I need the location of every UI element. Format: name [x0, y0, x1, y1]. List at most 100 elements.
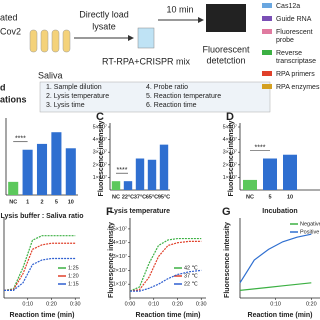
arrow-head: [198, 17, 204, 23]
series-line: [4, 257, 76, 291]
legend-icon: [262, 71, 272, 76]
step: 2. Lysis temperature: [46, 93, 109, 100]
x-tick-label: 0:30: [70, 301, 81, 307]
legend-text: Positive: [300, 229, 319, 235]
y-tick-label: 1×10⁷: [113, 281, 127, 288]
significance: ****: [255, 144, 266, 151]
x-tick-label: 22°C: [122, 194, 134, 200]
x-tick-label: NC: [9, 199, 17, 205]
series-line: [3, 235, 76, 291]
legend-icon: [262, 50, 272, 55]
x-label: Lysis temperature: [110, 208, 170, 215]
x-tick-label: 5: [268, 194, 271, 200]
legend-text: transcriptase: [276, 58, 316, 65]
legend-icon: [262, 29, 272, 34]
y-label: Fluorescence intensity: [108, 222, 115, 298]
legend-text: 1:20: [68, 273, 79, 279]
y-tick-label: 1×10⁷: [223, 174, 237, 181]
legend-text: RPA primers: [276, 71, 315, 78]
fragment: Cov2: [0, 26, 21, 36]
legend-text: Reverse: [276, 50, 302, 57]
x-label: Incubation: [262, 208, 297, 215]
tubes: [29, 29, 71, 53]
plate: [206, 4, 246, 32]
section-label: d: [0, 82, 6, 92]
mix-label: RT-RPA+CRISPR mix: [102, 56, 190, 66]
y-tick-label: 2×10⁷: [93, 161, 107, 168]
readout: detetction: [206, 55, 245, 65]
bar: [263, 158, 277, 190]
x-label: Lysis buffer : Saliva ratio: [1, 213, 84, 220]
bar: [36, 143, 48, 195]
y-tick-label: 3×10⁷: [113, 253, 127, 260]
legend-text: 37 ℃: [184, 273, 199, 279]
bar: [147, 159, 157, 190]
x-tick-label: 10: [68, 199, 74, 205]
significance: ****: [117, 167, 128, 174]
step: 5. Reaction temperature: [146, 93, 221, 100]
y-tick-label: 5×10⁷: [113, 225, 127, 232]
legend-text: RPA enzymes: [276, 84, 320, 91]
fragment: ated: [0, 12, 18, 22]
time-label: 10 min: [166, 4, 193, 14]
x-label: Reaction time (min): [10, 312, 75, 319]
bar: [22, 149, 33, 195]
legend-text: 22 ℃: [184, 281, 199, 287]
step-label: Directly load: [79, 9, 129, 19]
panel-letter: D: [226, 111, 234, 123]
y-tick-label: 2×10⁷: [223, 161, 237, 168]
x-tick-label: 0:10: [22, 301, 33, 307]
y-tick-label: 5×10⁷: [93, 123, 107, 130]
x-tick-label: NC: [246, 194, 254, 200]
x-tick-label: 0:00: [125, 301, 136, 307]
x-tick-label: 0:20: [46, 301, 57, 307]
bar: [135, 158, 145, 190]
bar: [8, 181, 19, 195]
step: 6. Reaction time: [146, 102, 197, 109]
x-tick-label: 0:20: [306, 301, 317, 307]
y-tick-label: 2×10⁷: [113, 267, 127, 274]
x-tick-label: 10: [287, 194, 293, 200]
bar: [243, 179, 257, 190]
y-label: Fluorescence intensity: [228, 120, 235, 196]
x-tick-label: 0:20: [172, 301, 183, 307]
y-tick-label: 4×10⁷: [223, 136, 237, 143]
x-tick-label: 0:10: [270, 301, 281, 307]
y-tick-label: 4×10⁷: [113, 239, 127, 246]
x-tick-label: 0:30: [196, 301, 207, 307]
text-layer: ated Cov2 Saliva Directly load lysate 10…: [0, 4, 250, 104]
bar: [65, 148, 76, 195]
bar: [159, 144, 169, 190]
legend-text: probe: [276, 37, 294, 44]
x-tick-label: 2: [40, 199, 43, 205]
y-label: Fluorescence intensity: [224, 222, 231, 298]
arrow-head: [128, 35, 134, 41]
y-tick-label: 4×10⁷: [93, 136, 107, 143]
x-label: Reaction time (min): [248, 312, 313, 319]
x-tick-label: 65°C: [146, 194, 158, 200]
tube-icon: [137, 27, 155, 49]
legend-text: Fluorescent: [276, 29, 313, 36]
step: 1. Sample dilution: [46, 84, 102, 91]
series-line: [130, 269, 202, 292]
legend-text: Negative: [300, 221, 320, 227]
step-label: lysate: [92, 21, 116, 31]
bar: [283, 154, 297, 190]
x-tick-label: 1: [26, 199, 29, 205]
y-tick-label: 3×10⁷: [93, 149, 107, 156]
x-label: Reaction time (min): [136, 312, 201, 319]
x-tick-label: 95°C: [158, 194, 170, 200]
y-tick-label: 1×10⁷: [93, 174, 107, 181]
panel-letter: G: [222, 206, 231, 218]
x-tick-label: NC: [112, 194, 120, 200]
legend-text: Guide RNA: [276, 16, 312, 23]
y-tick-label: 3×10⁷: [223, 149, 237, 156]
series-line: [129, 237, 202, 292]
optimization-box: [39, 81, 271, 113]
panel-letter: F: [106, 206, 113, 218]
legend-text: 42 ℃: [184, 265, 199, 271]
significance: ****: [15, 136, 26, 143]
y-label: Fluorescence intensity: [98, 120, 105, 196]
bar: [51, 132, 62, 195]
bar: [111, 181, 121, 190]
